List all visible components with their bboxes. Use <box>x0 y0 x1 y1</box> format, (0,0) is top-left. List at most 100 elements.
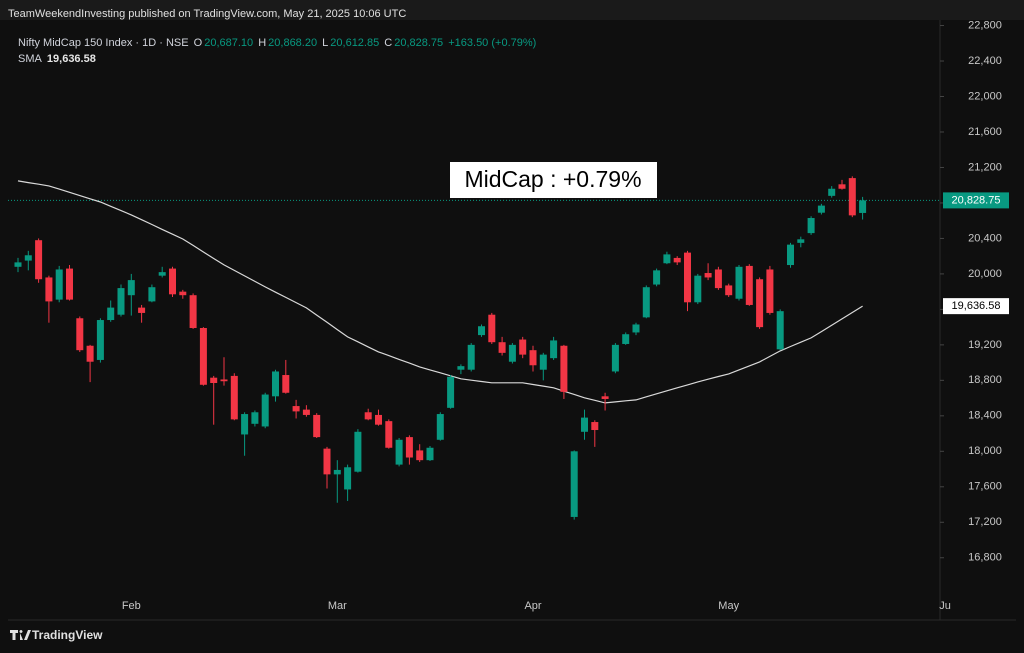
candle-body <box>24 255 32 261</box>
candle-body <box>272 371 279 397</box>
sma-price-tag <box>943 298 1009 315</box>
candle-body <box>694 275 702 303</box>
candle-body <box>96 320 104 360</box>
candle-body <box>745 265 753 305</box>
l-key: L <box>322 37 329 49</box>
sma-line <box>17 180 863 404</box>
candle-body <box>45 277 53 302</box>
candle-body <box>35 240 43 280</box>
candle-body <box>220 379 228 382</box>
sma-price-label: 19,636.58 <box>952 300 1001 312</box>
plot: 16,800 17,200 17,600 18,000 18,400 18,800 19,2… <box>8 19 1009 612</box>
candle-body <box>766 269 774 313</box>
candle-body <box>663 254 671 264</box>
candle-body <box>704 273 712 278</box>
candle-body <box>601 396 609 399</box>
candle-body <box>117 288 125 315</box>
candle-body <box>673 257 681 263</box>
candle-body <box>581 417 588 432</box>
candle-body <box>199 328 207 385</box>
last-price-tag <box>943 192 1009 209</box>
candle-body <box>179 291 187 296</box>
candle-body <box>55 269 63 300</box>
legend-row: SMA 19,636.58 <box>18 51 538 67</box>
x-tick-label: Feb <box>122 600 141 612</box>
candle-body <box>838 184 846 189</box>
y-tick-label: 22,000 <box>968 90 1002 102</box>
candle-body <box>323 448 331 475</box>
y-tick-label: 17,200 <box>968 516 1002 528</box>
y-tick-label: 18,800 <box>968 374 1002 386</box>
candle-body <box>405 437 413 458</box>
candle-body <box>622 334 630 344</box>
candle-body <box>148 287 156 302</box>
candle-body <box>550 340 558 359</box>
x-tick-label: Mar <box>328 600 347 612</box>
candle-body <box>776 311 784 350</box>
candle-body <box>282 375 290 393</box>
x-tick-label: Apr <box>524 600 541 612</box>
candle-body <box>591 422 599 431</box>
candle-body <box>488 314 496 343</box>
candle-body <box>756 279 764 328</box>
candle-body <box>848 178 856 216</box>
candle-body <box>508 344 516 362</box>
candle-body <box>735 266 743 299</box>
candle-body <box>426 447 434 461</box>
o-key: O <box>193 37 203 49</box>
candle-body <box>107 307 115 321</box>
candle-body <box>395 439 403 465</box>
candle-body <box>859 200 867 213</box>
o-value: 20,687.10 <box>204 37 254 49</box>
sma-key: SMA <box>18 53 42 65</box>
brand: TradingView <box>32 628 103 642</box>
y-tick-label: 16,800 <box>968 552 1002 564</box>
y-tick-label: 20,400 <box>968 232 1002 244</box>
annotation-text: MidCap : +0.79% <box>464 166 641 192</box>
y-tick-label: 19,200 <box>968 339 1002 351</box>
candle-body <box>416 450 424 461</box>
c-value: 20,828.75 <box>394 37 444 49</box>
x-tick-label: May <box>718 600 739 612</box>
candle-body <box>210 377 218 384</box>
candle-body <box>519 339 527 355</box>
candle-body <box>797 239 805 243</box>
brand-logo <box>10 630 31 640</box>
candle-body <box>498 342 506 353</box>
candle-body <box>302 409 310 415</box>
c-key: C <box>384 37 393 49</box>
annotation-box <box>450 162 657 198</box>
candle-body <box>447 376 455 408</box>
candle-body <box>570 451 578 517</box>
candle-body <box>539 354 547 370</box>
candle-body <box>375 414 382 425</box>
sma-value: 19,636.58 <box>46 53 96 65</box>
candle-body <box>467 344 475 370</box>
candle-body <box>14 262 22 267</box>
candle-body <box>436 414 444 440</box>
candle-body <box>169 268 176 295</box>
candle-body <box>642 287 650 318</box>
candle-body <box>653 270 661 285</box>
candle-body <box>292 406 300 412</box>
candle-body <box>457 366 465 370</box>
candle-body <box>344 467 352 490</box>
candle-body <box>817 205 825 213</box>
legend-row: Nifty MidCap 150 Index · 1D · NSE O 20,68… <box>18 35 538 51</box>
candle-body <box>807 218 815 234</box>
candle-body <box>725 285 733 296</box>
candle-body <box>364 412 372 420</box>
change: +163.50 (+0.79%) <box>448 37 537 49</box>
y-tick-label: 22,800 <box>968 19 1002 31</box>
y-tick-label: 17,600 <box>968 481 1002 493</box>
candle-body <box>714 269 722 289</box>
candle-body <box>76 318 84 351</box>
candle-body <box>86 345 94 362</box>
candle-body <box>385 421 393 448</box>
symbol: Nifty MidCap 150 Index · 1D · NSE <box>18 37 189 49</box>
candle-body <box>251 412 259 424</box>
annotation: MidCap : +0.79% <box>450 162 657 198</box>
candle-body <box>560 345 568 392</box>
x-tick-label: Ju <box>939 600 951 612</box>
